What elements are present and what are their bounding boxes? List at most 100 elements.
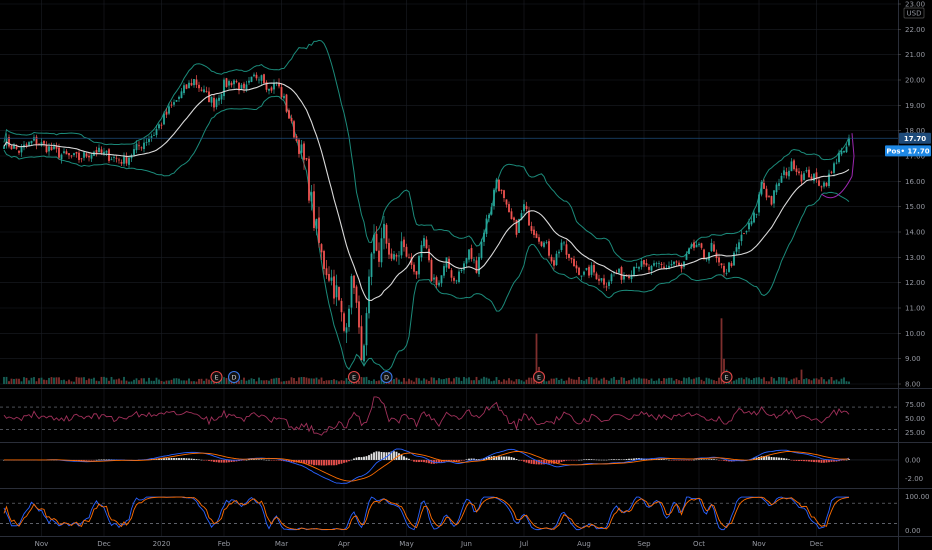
macd-histogram-bar <box>313 459 315 466</box>
macd-panel[interactable] <box>0 448 898 484</box>
macd-histogram-bar <box>338 459 340 465</box>
macd-histogram-bar <box>493 456 495 460</box>
candle-body <box>480 241 483 259</box>
volume-bar <box>193 381 195 384</box>
macd-histogram-bar <box>373 452 375 460</box>
candle-body <box>743 233 745 234</box>
candle-body <box>215 99 218 107</box>
candle-body <box>300 144 303 153</box>
macd-histogram-bar <box>315 459 318 466</box>
earnings-marker[interactable]: E <box>347 370 361 384</box>
time-tick-label: Aug <box>577 540 591 548</box>
macd-histogram-bar <box>498 456 500 460</box>
macd-histogram-bar <box>245 459 248 461</box>
earnings-marker-label: E <box>724 373 728 381</box>
volume-bar <box>415 377 418 384</box>
earnings-marker[interactable]: E <box>210 370 223 384</box>
candle-body <box>233 80 235 85</box>
candle-body <box>470 248 473 259</box>
price-tag: 17.70 <box>899 132 931 144</box>
earnings-marker[interactable]: E <box>532 370 546 384</box>
macd-histogram-bar <box>415 459 418 463</box>
macd-histogram-bar <box>325 459 328 466</box>
macd-histogram-bar <box>700 459 703 460</box>
volume-bar <box>125 380 128 384</box>
macd-histogram-bar <box>378 451 380 460</box>
macd-histogram-bar <box>398 453 400 460</box>
volume-bar <box>118 378 120 384</box>
volume-bar <box>685 378 688 384</box>
volume-bar <box>78 377 80 384</box>
price-tick-label: 19.00 <box>905 102 925 110</box>
macd-histogram-bar <box>785 458 788 460</box>
candle-body <box>318 217 320 243</box>
volume-bar <box>148 377 150 384</box>
volume-bar <box>368 380 370 384</box>
volume-bar <box>740 377 743 384</box>
macd-histogram-bar <box>593 459 595 461</box>
time-axis[interactable]: Nov Dec 2020 Feb Mar Apr May Jun Jul Aug Sep Oct Nov… <box>35 540 824 548</box>
volume-bar <box>275 377 278 384</box>
volume-bar <box>300 376 303 384</box>
dividend-marker[interactable]: D <box>380 370 393 384</box>
volume-bar <box>470 380 473 384</box>
volume-bar <box>630 379 633 384</box>
volume-bar <box>298 377 300 384</box>
volume-bar <box>465 378 468 384</box>
candle-body <box>785 171 788 176</box>
candle-body <box>450 270 453 278</box>
volume-bar <box>513 381 515 384</box>
volume-bar <box>245 380 248 384</box>
macd-histogram-bar <box>838 459 840 462</box>
rsi-panel[interactable] <box>0 396 898 436</box>
volume-bar <box>13 378 15 384</box>
macd-histogram-bar <box>250 459 253 460</box>
volume-bar <box>395 377 398 384</box>
volume-bar <box>755 377 758 384</box>
candle-body <box>818 180 820 186</box>
candle-body <box>70 155 73 157</box>
macd-histogram-bar <box>538 459 540 465</box>
volume-bar <box>595 377 598 384</box>
volume-bar <box>708 378 710 384</box>
volume-bar <box>620 377 623 384</box>
volume-bar <box>430 377 433 384</box>
candle-body <box>820 186 823 188</box>
candle-body <box>768 196 770 198</box>
volume-bar <box>733 380 735 384</box>
stochastic-panel[interactable] <box>0 496 898 531</box>
currency-badge-box <box>903 7 925 19</box>
macd-histogram-bar <box>98 459 100 461</box>
candle-body <box>638 267 640 269</box>
macd-histogram-bar <box>830 459 833 462</box>
candle-body <box>185 84 188 89</box>
macd-histogram-bar <box>300 459 303 463</box>
macd-histogram-bar <box>408 458 410 460</box>
candle-body <box>498 179 500 192</box>
candle-body <box>218 97 220 101</box>
candle-body <box>53 146 55 149</box>
candle-body <box>58 147 60 158</box>
dividend-marker[interactable]: D <box>227 370 241 384</box>
candle-body <box>625 274 628 276</box>
price-axis[interactable]: 23.00 22.00 21.00 20.00 19.00 18.00 17.00 16.00… <box>898 1 930 535</box>
volume-bar <box>200 378 203 384</box>
macd-histogram-bar <box>598 459 600 461</box>
candle-body <box>73 153 75 156</box>
volume-bar <box>783 377 785 384</box>
macd-histogram-bar <box>288 459 290 462</box>
candle-body <box>368 276 370 314</box>
earnings-marker[interactable]: E <box>720 370 733 384</box>
candle-body <box>125 156 128 164</box>
volume-bar <box>370 380 373 384</box>
macd-histogram-bar <box>715 459 718 461</box>
macd-histogram-bar <box>413 459 415 462</box>
candle-body <box>15 146 18 149</box>
volume-bar <box>335 380 338 384</box>
volume-bar <box>693 378 695 384</box>
candle-body <box>418 256 420 275</box>
macd-histogram-bar <box>690 459 693 461</box>
time-tick-label: Sep <box>637 540 651 548</box>
